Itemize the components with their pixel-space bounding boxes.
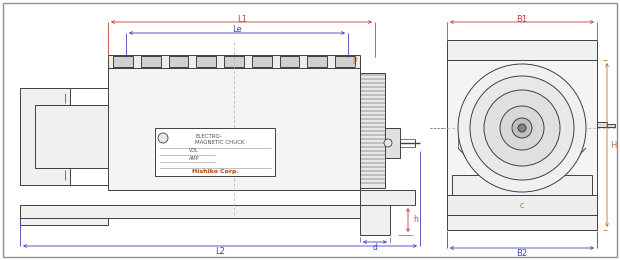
Circle shape (518, 124, 526, 132)
Bar (447, 60, 597, 210)
Bar (447, 195, 597, 215)
Bar (360, 73, 385, 188)
Bar (108, 55, 360, 68)
Text: AMP: AMP (189, 155, 200, 160)
Text: MAGNETIC CHUCK: MAGNETIC CHUCK (195, 140, 244, 145)
Text: VOL: VOL (189, 148, 199, 153)
Text: P: P (353, 57, 357, 67)
Circle shape (512, 118, 532, 138)
Bar (20, 88, 70, 185)
Bar (169, 56, 188, 67)
Bar (113, 56, 133, 67)
Bar (197, 56, 216, 67)
Circle shape (500, 106, 544, 150)
Bar (224, 56, 244, 67)
Text: Le: Le (232, 25, 242, 35)
Bar (452, 175, 592, 195)
Bar (447, 215, 597, 230)
Bar (20, 205, 108, 225)
Text: B2: B2 (516, 250, 528, 258)
Bar (35, 105, 108, 168)
Bar (607, 124, 615, 127)
Circle shape (458, 64, 586, 192)
Text: ELECTRO-: ELECTRO- (195, 133, 222, 139)
Bar (108, 68, 360, 190)
Text: L2: L2 (215, 248, 225, 257)
Bar (447, 40, 597, 60)
Text: c: c (520, 200, 524, 210)
Bar (20, 205, 375, 218)
Bar (141, 56, 161, 67)
Bar (385, 128, 400, 158)
Bar (360, 205, 390, 235)
Circle shape (158, 133, 168, 143)
Bar (280, 56, 299, 67)
Text: d: d (373, 244, 378, 252)
Bar (597, 122, 607, 127)
Circle shape (484, 90, 560, 166)
Circle shape (470, 76, 574, 180)
Bar (360, 190, 415, 205)
Text: L1: L1 (237, 15, 247, 23)
Text: h: h (414, 216, 418, 224)
Bar (514, 170, 530, 178)
Bar (335, 56, 355, 67)
Text: H: H (610, 140, 616, 150)
Text: Hishiko Corp.: Hishiko Corp. (192, 170, 238, 174)
Circle shape (384, 139, 392, 147)
Bar (252, 56, 272, 67)
Text: B1: B1 (516, 15, 528, 23)
Bar (308, 56, 327, 67)
Bar (155, 128, 275, 176)
